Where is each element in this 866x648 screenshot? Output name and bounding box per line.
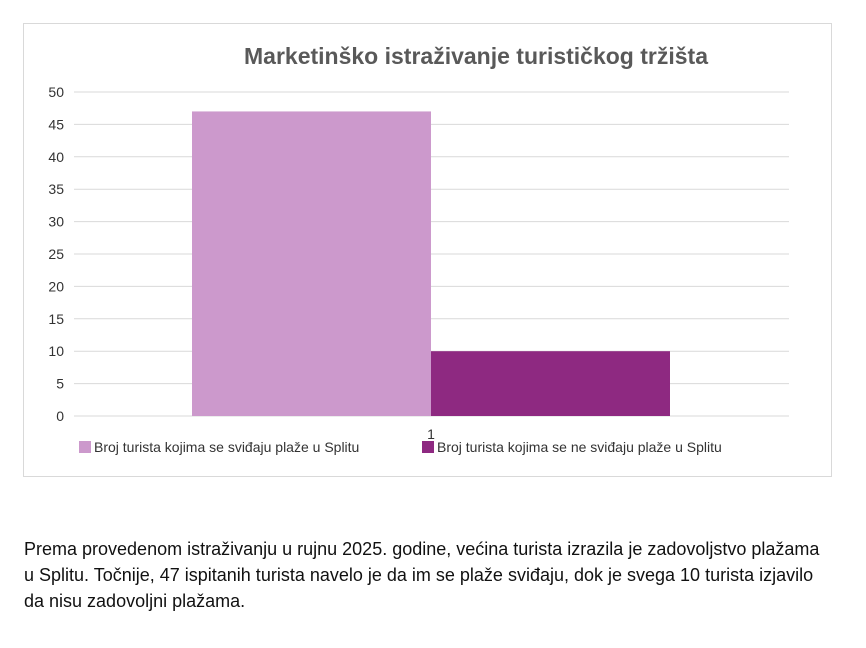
y-tick-label: 30 (48, 214, 64, 230)
y-tick-label: 0 (56, 408, 64, 424)
y-tick-label: 25 (48, 246, 64, 262)
legend: Broj turista kojima se sviđaju plaže u S… (79, 439, 722, 455)
y-tick-label: 50 (48, 84, 64, 100)
y-tick-label: 45 (48, 116, 64, 132)
y-tick-label: 10 (48, 343, 64, 359)
legend-swatch (79, 441, 91, 453)
chart-description: Prema provedenom istraživanju u rujnu 20… (24, 539, 820, 611)
bar-chart: Marketinško istraživanje turističkog trž… (48, 43, 789, 455)
chart-title: Marketinško istraživanje turističkog trž… (244, 43, 708, 69)
y-tick-label: 5 (56, 376, 64, 392)
legend-swatch (422, 441, 434, 453)
bars (192, 111, 670, 416)
y-axis-ticks: 0 5 10 15 20 25 30 35 40 45 50 (48, 84, 64, 424)
legend-label: Broj turista kojima se sviđaju plaže u S… (94, 439, 359, 455)
y-tick-label: 15 (48, 311, 64, 327)
x-tick-label: 1 (427, 426, 435, 442)
y-tick-label: 35 (48, 181, 64, 197)
bar-series-2 (431, 351, 670, 416)
chart-frame: Marketinško istraživanje turističkog trž… (23, 23, 832, 477)
bar-series-1 (192, 111, 431, 416)
y-tick-label: 40 (48, 149, 64, 165)
x-axis-ticks: 1 (427, 426, 435, 442)
y-tick-label: 20 (48, 278, 64, 294)
legend-label: Broj turista kojima se ne sviđaju plaže … (437, 439, 722, 455)
